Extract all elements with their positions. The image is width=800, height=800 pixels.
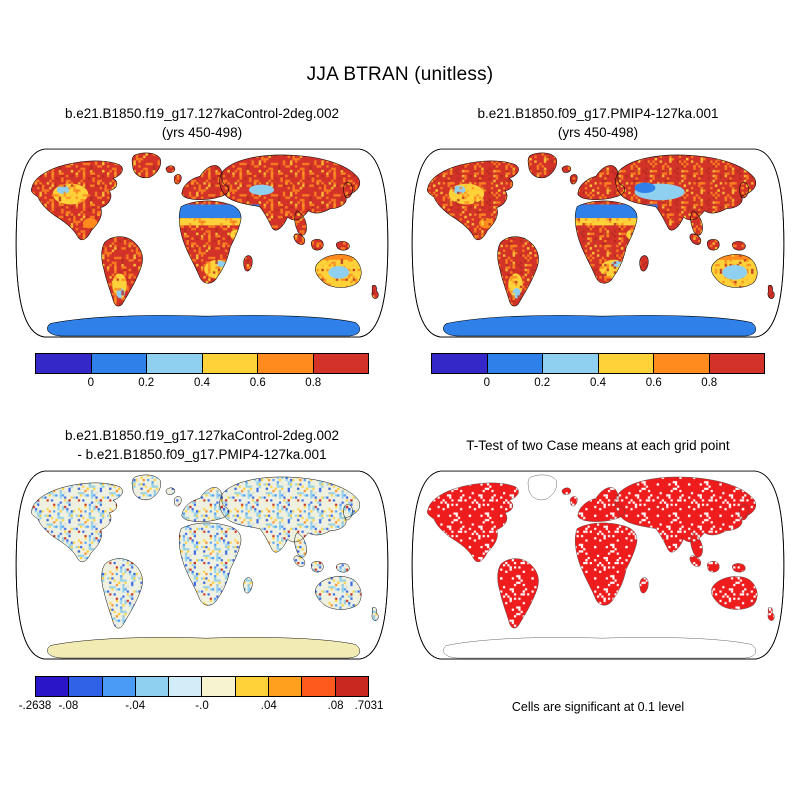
panel-title-line1: T-Test of two Case means at each grid po… <box>466 437 730 453</box>
colorbar-tick-label: 0.8 <box>701 377 718 390</box>
colorbar-bar <box>431 353 765 375</box>
colorbar-cell <box>543 354 599 374</box>
panel-title-line1: b.e21.B1850.f19_g17.127kaControl-2deg.00… <box>65 106 339 122</box>
panel-difference-title: b.e21.B1850.f19_g17.127kaControl-2deg.00… <box>65 426 339 466</box>
colorbar-tick-label: 0 <box>483 377 490 390</box>
colorbar-cell <box>69 676 103 696</box>
panel-title-line2: (yrs 450-498) <box>161 125 243 140</box>
panel-difference: b.e21.B1850.f19_g17.127kaControl-2deg.00… <box>4 426 400 714</box>
map-experiment <box>409 146 787 341</box>
colorbar-cell <box>302 676 336 696</box>
colorbar-experiment: 0 0.2 0.4 0.6 0.8 <box>431 353 765 392</box>
colorbar-cell <box>36 676 70 696</box>
colorbar-labels: 0 0.2 0.4 0.6 0.8 <box>35 377 369 392</box>
colorbar-cell <box>202 676 236 696</box>
colorbar-tick-label: .7031 <box>354 699 384 712</box>
panel-title-line2: - b.e21.B1850.f09_g17.PMIP4-127ka.001 <box>77 447 327 463</box>
colorbar-cell <box>709 354 764 374</box>
colorbar-tick-label: -.2638 <box>18 699 52 712</box>
panel-control-title: b.e21.B1850.f19_g17.127kaControl-2deg.00… <box>65 104 339 144</box>
colorbar-cell <box>432 354 488 374</box>
colorbar-tick-label: .08 <box>327 699 344 712</box>
colorbar-tick-label: -.04 <box>125 699 146 712</box>
colorbar-tick-label: 0.8 <box>305 377 322 390</box>
colorbar-cell <box>102 676 136 696</box>
colorbar-difference: -.2638 -.08 -.04 -.0 .04 .08 .7031 <box>19 675 384 715</box>
world-map-svg <box>15 148 389 338</box>
continent-antarctica <box>443 315 756 337</box>
map-ttest <box>409 468 787 663</box>
colorbar-tick-label: -.0 <box>195 699 209 712</box>
colorbar-tick-label: 0.6 <box>645 377 662 390</box>
panel-experiment-title: b.e21.B1850.f09_g17.PMIP4-127ka.001 (yrs… <box>478 104 719 144</box>
panel-control: b.e21.B1850.f19_g17.127kaControl-2deg.00… <box>4 104 400 392</box>
colorbar-cell <box>147 354 203 374</box>
colorbar-tick-label: 0.6 <box>249 377 266 390</box>
map-control <box>13 146 391 341</box>
colorbar-bar <box>35 353 369 375</box>
colorbar-cell <box>258 354 314 374</box>
colorbar-cell <box>235 676 270 696</box>
map-difference <box>13 468 391 663</box>
panel-experiment: b.e21.B1850.f09_g17.PMIP4-127ka.001 (yrs… <box>400 104 796 392</box>
colorbar-cell <box>335 676 368 696</box>
colorbar-tick-label: 0.4 <box>590 377 606 390</box>
panel-title-line1: b.e21.B1850.f19_g17.127kaControl-2deg.00… <box>65 428 339 444</box>
panel-grid: b.e21.B1850.f19_g17.127kaControl-2deg.00… <box>0 104 800 715</box>
colorbar-cell <box>313 354 368 374</box>
world-map-svg <box>411 148 785 338</box>
colorbar-tick-label: 0.2 <box>534 377 551 390</box>
continent-antarctica <box>443 637 756 659</box>
panel-ttest-title: T-Test of two Case means at each grid po… <box>466 426 729 466</box>
panel-title-line1: b.e21.B1850.f09_g17.PMIP4-127ka.001 <box>477 106 719 122</box>
colorbar-cell <box>91 354 147 374</box>
colorbar-tick-label: 0.2 <box>138 377 155 390</box>
world-map-svg <box>411 470 785 660</box>
colorbar-cell <box>135 676 170 696</box>
colorbar-cell <box>598 354 654 374</box>
colorbar-bar <box>35 675 369 697</box>
colorbar-tick-label: .04 <box>260 699 277 712</box>
significance-caption: Cells are significant at 0.1 level <box>511 699 685 714</box>
colorbar-cell <box>487 354 543 374</box>
colorbar-control: 0 0.2 0.4 0.6 0.8 <box>35 353 369 392</box>
colorbar-labels: 0 0.2 0.4 0.6 0.8 <box>431 377 765 392</box>
colorbar-tick-label: 0.4 <box>194 377 210 390</box>
colorbar-cell <box>654 354 710 374</box>
continent-antarctica <box>47 637 360 659</box>
continent-greenland <box>528 475 557 501</box>
figure: JJA BTRAN (unitless) b.e21.B1850.f19_g17… <box>0 64 800 715</box>
colorbar-cell <box>169 676 203 696</box>
colorbar-cell <box>36 354 92 374</box>
colorbar-tick-label: -.08 <box>58 699 79 712</box>
colorbar-tick-label: 0 <box>87 377 94 390</box>
panel-title-line2: (yrs 450-498) <box>557 125 639 140</box>
world-map-svg <box>15 470 389 660</box>
panel-ttest: T-Test of two Case means at each grid po… <box>400 426 796 714</box>
figure-title: JJA BTRAN (unitless) <box>306 64 494 85</box>
colorbar-cell <box>269 676 303 696</box>
continent-antarctica <box>47 315 360 337</box>
colorbar-cell <box>202 354 258 374</box>
colorbar-labels: -.2638 -.08 -.04 -.0 .04 .08 .7031 <box>19 699 384 715</box>
